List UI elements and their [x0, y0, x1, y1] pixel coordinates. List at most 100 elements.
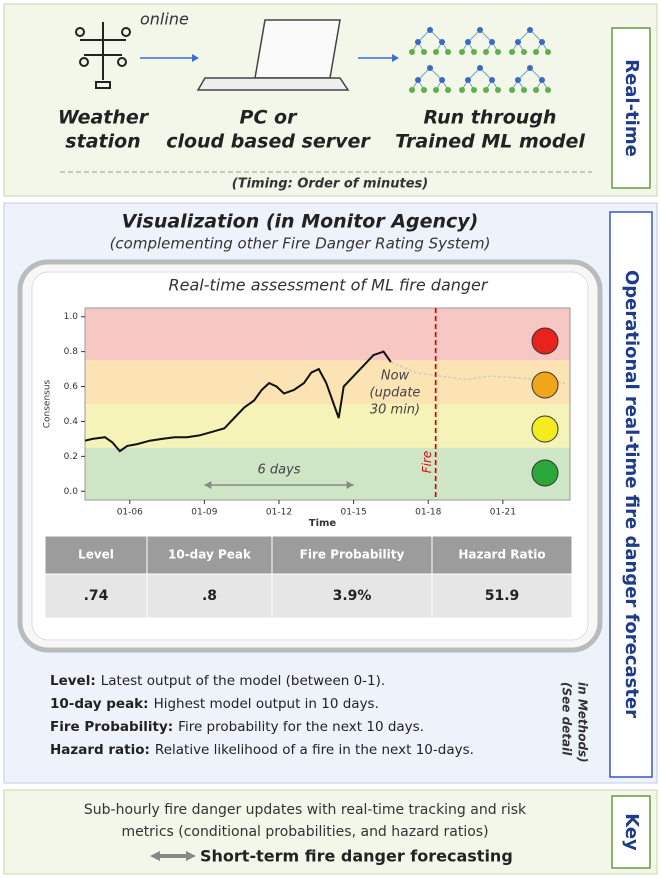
definition: 10-day peak: Highest model output in 10 d…: [50, 696, 379, 712]
timing-label: (Timing: Order of minutes): [232, 177, 428, 192]
tree-node: [459, 49, 465, 55]
chart-title: Real-time assessment of ML fire danger: [169, 276, 489, 295]
value-text: .8: [202, 588, 217, 604]
risk-band: [85, 360, 570, 404]
x-tick-label: 01-12: [266, 508, 292, 518]
double-arrow: [150, 851, 196, 861]
now-note: (update: [370, 386, 421, 401]
tree-node: [409, 87, 415, 93]
tree-node: [439, 39, 445, 45]
key-headline: Short-term fire danger forecasting: [200, 847, 513, 866]
risk-band: [85, 404, 570, 448]
tree-node: [471, 87, 477, 93]
definition: Fire Probability: Fire probability for th…: [50, 719, 424, 735]
laptop-icon: [196, 19, 350, 91]
visualization-title: Visualization (in Monitor Agency): [122, 211, 479, 233]
node-label: Trained ML model: [395, 131, 585, 153]
key-line: Sub-hourly fire danger updates with real…: [84, 802, 527, 818]
tree-node: [521, 49, 527, 55]
definition-text: Latest output of the model (between 0-1)…: [101, 673, 385, 689]
side-note: in Methods): [576, 682, 590, 763]
tree-node: [545, 49, 551, 55]
arrow-head: [392, 54, 399, 62]
arrow-head: [192, 54, 199, 62]
tree-node: [465, 39, 471, 45]
tree-node: [477, 27, 483, 33]
tree-node: [495, 87, 501, 93]
series-line: [390, 361, 566, 384]
online-label: online: [140, 10, 189, 29]
header-cell: [431, 535, 573, 575]
tree-node: [545, 87, 551, 93]
tree-node: [421, 49, 427, 55]
tree-node: [427, 27, 433, 33]
risk-light: [531, 459, 559, 487]
value-text: .74: [84, 588, 109, 604]
x-tick-label: 01-21: [490, 508, 516, 518]
operational-label: Operational real-time fire danger foreca…: [621, 270, 642, 718]
header-text: 10-day Peak: [168, 548, 252, 562]
tree-node: [459, 87, 465, 93]
key-label: Key: [621, 813, 642, 851]
key-label-box: [611, 795, 651, 869]
definition-text: Fire probability for the next 10 days.: [178, 719, 424, 735]
node-label: Run through: [424, 107, 557, 129]
tree-node: [515, 77, 521, 83]
tree-model-icons: [409, 27, 551, 93]
tree-node: [415, 39, 421, 45]
tree-node: [483, 49, 489, 55]
risk-band: [85, 308, 570, 361]
tree-node: [495, 49, 501, 55]
header-text: Level: [78, 548, 114, 562]
tree-node: [471, 49, 477, 55]
definition-term: Level:: [50, 673, 96, 689]
tree-node: [427, 65, 433, 71]
header-cell: [271, 535, 433, 575]
tree-node: [539, 77, 545, 83]
x-tick-label: 01-15: [341, 508, 367, 518]
value-cell: [146, 573, 273, 619]
tree-node: [533, 87, 539, 93]
tree-edge: [411, 67, 449, 91]
risk-light: [531, 327, 559, 355]
tree-node: [509, 49, 515, 55]
risk-light: [531, 415, 559, 443]
tree-edge: [461, 67, 499, 91]
tree-node: [533, 49, 539, 55]
tree-edge: [411, 29, 449, 53]
value-cell: [44, 573, 148, 619]
x-tick-label: 01-18: [415, 508, 441, 518]
definition-term: Fire Probability:: [50, 719, 173, 735]
now-note: Now: [381, 369, 410, 384]
x-tick-label: 01-09: [191, 508, 217, 518]
y-tick-label: 1.0: [64, 312, 79, 322]
definition-term: 10-day peak:: [50, 696, 149, 712]
risk-band: [85, 447, 570, 500]
value-text: 51.9: [485, 588, 520, 604]
definition: Level: Latest output of the model (betwee…: [50, 673, 385, 689]
span-note: 6 days: [257, 463, 300, 478]
tree-edge: [511, 29, 549, 53]
tree-node: [439, 77, 445, 83]
chart: Real-time assessment of ML fire danger 0.…: [43, 276, 571, 529]
x-axis-label: Time: [309, 518, 337, 529]
now-note: 30 min): [370, 403, 420, 418]
value-text: 3.9%: [333, 588, 372, 604]
header-text: Fire Probability: [300, 548, 405, 562]
tree-node: [433, 49, 439, 55]
visualization-subtitle: (complementing other Fire Danger Rating …: [110, 235, 491, 253]
tree-node: [445, 49, 451, 55]
tree-node: [483, 87, 489, 93]
tree-node: [489, 39, 495, 45]
key-panel: [3, 789, 658, 875]
node-label: PC or: [240, 107, 299, 129]
value-cell: [431, 573, 573, 619]
tree-node: [477, 65, 483, 71]
node-label: station: [65, 131, 140, 153]
tree-node: [509, 87, 515, 93]
y-tick-label: 0.0: [64, 487, 79, 497]
header-text: Hazard Ratio: [458, 548, 545, 562]
side-note: (See detail: [560, 682, 574, 756]
definition-text: Relative likelihood of a fire in the nex…: [155, 742, 474, 758]
